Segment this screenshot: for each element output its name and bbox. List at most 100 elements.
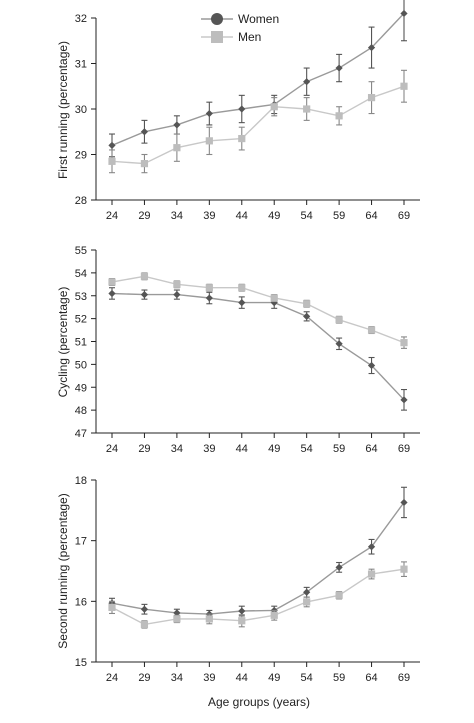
y-tick-label-second-running: 17 <box>75 536 87 548</box>
x-tick-label-first-running: 69 <box>398 210 410 222</box>
point-men-second-running <box>270 611 278 619</box>
series-line-women-first-running <box>111 12 405 147</box>
point-women-first-running <box>303 78 311 86</box>
point-women-cycling <box>367 361 376 370</box>
x-tick-label-cycling: 24 <box>106 443 118 455</box>
point-men-first-running <box>367 94 376 102</box>
x-tick-label-second-running: 64 <box>365 672 377 684</box>
point-men-second-running <box>303 598 311 606</box>
y-tick-label-cycling: 51 <box>75 337 87 349</box>
point-women-first-running <box>238 105 246 113</box>
y-axis-title-second-running: Second running (percentage) <box>56 493 70 648</box>
point-men-first-running <box>303 105 311 113</box>
point-women-cycling <box>238 299 246 307</box>
point-women-cycling <box>335 340 343 348</box>
point-men-cycling <box>205 284 213 292</box>
y-tick-label-cycling: 52 <box>75 314 87 326</box>
x-tick-label-second-running: 44 <box>236 672 248 684</box>
point-men-first-running <box>400 82 408 90</box>
point-women-second-running <box>173 609 181 617</box>
y-tick-label-second-running: 18 <box>75 475 87 487</box>
point-men-second-running <box>140 620 149 628</box>
point-women-second-running <box>140 605 149 613</box>
point-women-second-running <box>238 607 246 615</box>
series-line-women-second-running <box>111 501 405 615</box>
point-women-cycling <box>108 289 116 298</box>
x-tick-label-cycling: 64 <box>365 443 377 455</box>
x-tick-label-second-running: 54 <box>301 672 313 684</box>
point-men-cycling <box>238 284 246 292</box>
y-tick-label-cycling: 47 <box>75 428 87 440</box>
point-men-first-running <box>108 157 116 165</box>
x-tick-label-second-running: 49 <box>268 672 280 684</box>
x-tick-label-cycling: 29 <box>138 443 150 455</box>
x-tick-label-first-running: 29 <box>138 210 150 222</box>
x-tick-label-first-running: 39 <box>203 210 215 222</box>
x-tick-label-second-running: 24 <box>106 672 118 684</box>
point-men-first-running <box>270 103 278 111</box>
legend-marker-men <box>211 31 223 43</box>
point-men-first-running <box>238 134 246 143</box>
series-line-men-cycling <box>111 275 405 344</box>
y-tick-label-cycling: 48 <box>75 405 87 417</box>
point-men-second-running <box>108 603 116 611</box>
x-tick-label-cycling: 49 <box>268 443 280 455</box>
y-tick-label-cycling: 55 <box>75 245 87 257</box>
legend-item-men: Men <box>201 30 261 44</box>
point-men-cycling <box>108 278 116 286</box>
x-tick-label-cycling: 34 <box>171 443 183 455</box>
x-tick-label-first-running: 34 <box>171 210 183 222</box>
point-men-first-running <box>173 144 181 152</box>
x-tick-label-first-running: 54 <box>301 210 313 222</box>
y-tick-label-second-running: 15 <box>75 657 87 669</box>
point-women-cycling <box>173 291 181 299</box>
point-men-second-running <box>335 591 343 599</box>
series-line-men-second-running <box>111 568 405 626</box>
y-axis-title-cycling: Cycling (percentage) <box>56 287 70 398</box>
y-tick-label-first-running: 30 <box>75 104 87 116</box>
x-tick-label-first-running: 59 <box>333 210 345 222</box>
point-women-cycling <box>205 294 213 302</box>
x-tick-label-first-running: 49 <box>268 210 280 222</box>
legend: Women Men <box>201 12 279 44</box>
y-tick-label-first-running: 32 <box>75 13 87 25</box>
point-women-second-running <box>367 543 376 551</box>
chart-first-running: First running (percentage) 28 29 30 31 32 24 2… <box>56 0 420 222</box>
y-tick-label-cycling: 50 <box>75 359 87 371</box>
x-axis-title: Age groups (years) <box>208 695 310 709</box>
x-tick-label-second-running: 39 <box>203 672 215 684</box>
x-tick-label-second-running: 34 <box>171 672 183 684</box>
point-men-second-running <box>173 615 181 623</box>
legend-marker-women <box>211 13 223 25</box>
y-tick-label-first-running: 28 <box>75 195 87 207</box>
x-tick-label-cycling: 54 <box>301 443 313 455</box>
legend-label-men: Men <box>238 30 261 44</box>
point-men-first-running <box>205 137 213 145</box>
x-tick-label-cycling: 69 <box>398 443 410 455</box>
point-women-first-running <box>173 121 181 129</box>
x-tick-label-first-running: 64 <box>365 210 377 222</box>
y-tick-label-second-running: 16 <box>75 596 87 608</box>
y-axis-title-first-running: First running (percentage) <box>56 41 70 179</box>
point-men-cycling <box>303 300 311 308</box>
y-tick-label-cycling: 54 <box>75 268 87 280</box>
point-women-second-running <box>335 563 343 571</box>
y-tick-label-cycling: 53 <box>75 291 87 303</box>
y-tick-label-cycling: 49 <box>75 382 87 394</box>
point-men-second-running <box>400 565 408 573</box>
point-women-cycling <box>140 291 149 299</box>
legend-item-women: Women <box>201 12 279 26</box>
x-tick-label-second-running: 29 <box>138 672 150 684</box>
point-women-first-running <box>335 64 343 72</box>
point-women-first-running <box>108 141 116 149</box>
x-tick-label-first-running: 44 <box>236 210 248 222</box>
legend-label-women: Women <box>238 12 279 26</box>
x-tick-label-cycling: 59 <box>333 443 345 455</box>
point-men-cycling <box>173 280 181 288</box>
x-tick-label-first-running: 24 <box>106 210 118 222</box>
chart-cycling: Cycling (percentage) 47 48 49 50 51 52 53 54 55 2… <box>56 245 420 455</box>
point-women-cycling <box>303 312 311 320</box>
point-women-first-running <box>140 128 149 136</box>
point-women-first-running <box>367 43 376 52</box>
